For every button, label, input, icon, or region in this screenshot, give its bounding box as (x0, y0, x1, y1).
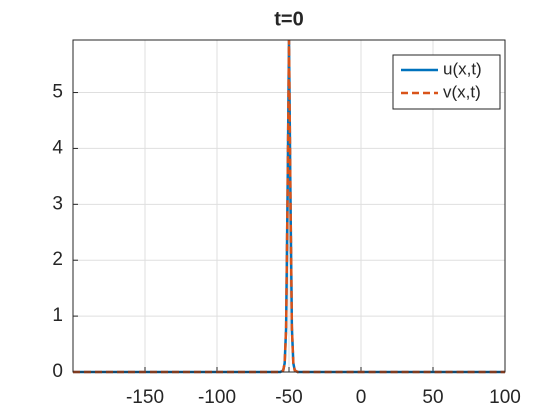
legend-label: u(x,t) (443, 59, 482, 78)
chart-title: t=0 (274, 8, 303, 30)
legend-label: v(x,t) (443, 82, 481, 101)
axes-box (72, 39, 506, 373)
y-tick-label: 0 (52, 361, 63, 382)
x-tick-label: -150 (126, 387, 164, 408)
y-tick-label: 3 (52, 193, 63, 214)
legend-box (392, 54, 501, 110)
y-tick-label: 1 (52, 305, 63, 326)
y-tick-label: 4 (52, 137, 63, 158)
x-tick-label: -100 (198, 387, 236, 408)
x-tick-label: 100 (489, 387, 521, 408)
y-tick-label: 5 (52, 82, 63, 103)
x-tick-label: 0 (356, 387, 367, 408)
y-tick-label: 2 (52, 249, 63, 270)
x-tick-label: -50 (275, 387, 302, 408)
x-tick-label: 50 (422, 387, 443, 408)
